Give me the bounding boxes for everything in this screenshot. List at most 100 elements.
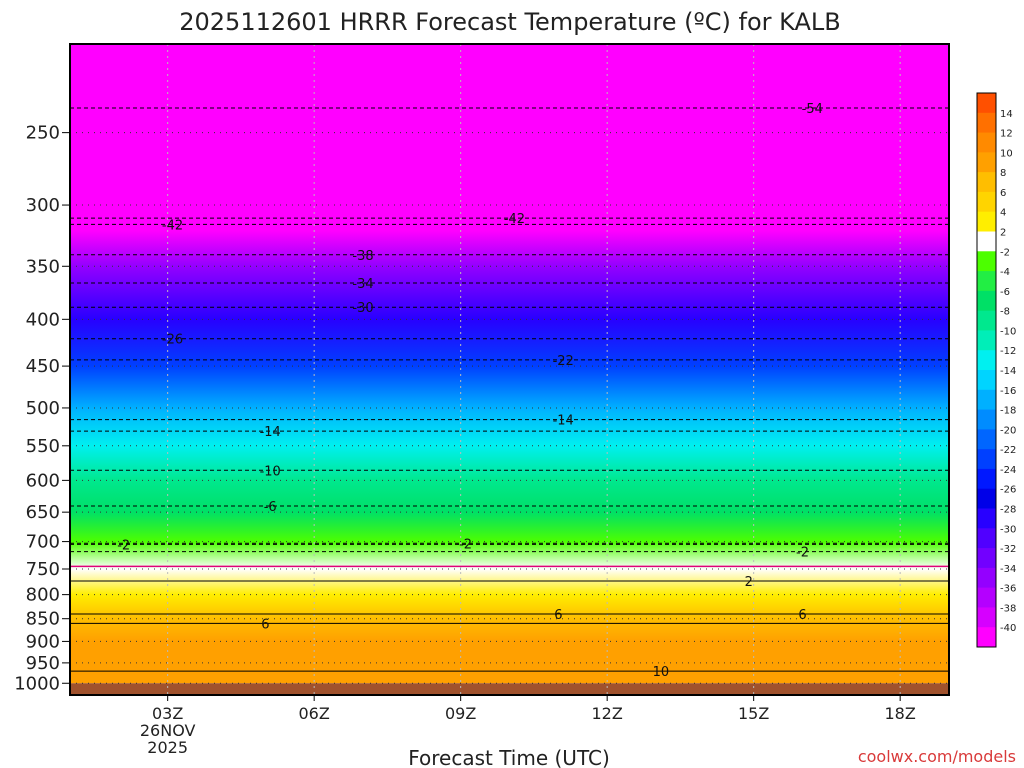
colorbar-label: -14 — [1000, 366, 1016, 377]
contour-lines: -54-42 -42-38-34-30-26-22-14-14-10-6-2 -2-… — [70, 102, 949, 680]
colorbar-segment — [977, 389, 996, 411]
contour-label: -14 — [553, 414, 574, 429]
contour-label: 6 — [261, 617, 269, 632]
contour-label: -38 — [352, 249, 373, 264]
contour-label: -30 — [352, 301, 373, 316]
colorbar-segment — [977, 112, 996, 134]
y-tick-label: 800 — [26, 585, 60, 606]
colorbar-label: 14 — [1000, 109, 1013, 120]
y-tick-label: 250 — [26, 123, 60, 144]
colorbar-label: -16 — [1000, 386, 1016, 397]
x-axis-label: Forecast Time (UTC) — [408, 746, 610, 768]
y-tick-label: 700 — [26, 532, 60, 553]
chart-title: 2025112601 HRRR Forecast Temperature (ºC… — [179, 8, 841, 36]
colorbar-segment — [977, 290, 996, 312]
colorbar-segment — [977, 211, 996, 232]
colorbar-label: -34 — [1000, 564, 1016, 575]
colorbar-segment — [977, 587, 996, 608]
colorbar-segment — [977, 528, 996, 549]
colorbar-segment — [977, 271, 996, 292]
contour-label: -10 — [260, 464, 281, 479]
colorbar-segment — [977, 409, 996, 430]
contour-label: -2 — [459, 537, 472, 552]
ground-surface — [70, 683, 949, 695]
colorbar-label: -40 — [1000, 623, 1016, 634]
colorbar-segment — [977, 191, 996, 213]
y-tick-label: 550 — [26, 436, 60, 457]
colorbar-label: -6 — [1000, 287, 1010, 298]
colorbar-segment — [977, 251, 996, 272]
colorbar-label: -30 — [1000, 524, 1016, 535]
colorbar-label: -10 — [1000, 326, 1016, 337]
contour-label: -26 — [162, 333, 183, 348]
colorbar-segment — [977, 330, 996, 351]
y-tick-label: 450 — [26, 356, 60, 377]
colorbar-segment — [977, 429, 996, 450]
credit-text: coolwx.com/models — [858, 747, 1016, 766]
colorbar-segment — [977, 627, 996, 648]
y-tick-label: 850 — [26, 609, 60, 630]
contour-label: -42 — [504, 212, 525, 227]
colorbar-segment — [977, 350, 996, 371]
y-tick-label: 400 — [26, 309, 60, 330]
contour-label: 6 — [554, 608, 562, 623]
colorbar: 14 12 10 8 6 4 2 -2 -4 -6 -8 -10 -12 -14 -16 -18 -20 -22 -… — [976, 92, 1016, 648]
contour-label: -14 — [260, 425, 281, 440]
colorbar-label: -18 — [1000, 406, 1016, 417]
colorbar-label: 2 — [1000, 228, 1006, 239]
x-tick-label: 12Z — [592, 704, 623, 723]
colorbar-label: 4 — [1000, 208, 1006, 219]
colorbar-label: -4 — [1000, 267, 1010, 278]
colorbar-label: -36 — [1000, 584, 1016, 595]
colorbar-segment — [977, 370, 996, 391]
colorbar-label: 12 — [1000, 129, 1013, 140]
colorbar-label: 10 — [1000, 148, 1013, 159]
colorbar-label: -22 — [1000, 445, 1016, 456]
y-tick-label: 750 — [26, 559, 60, 580]
x-tick-label: 03Z — [152, 704, 183, 723]
colorbar-label: -38 — [1000, 603, 1016, 614]
colorbar-label: -8 — [1000, 307, 1010, 318]
y-tick-label: 1000 — [14, 673, 60, 694]
colorbar-label: -12 — [1000, 346, 1016, 357]
contour-label: -2 — [117, 538, 130, 553]
colorbar-segment — [977, 172, 996, 193]
colorbar-label: 8 — [1000, 168, 1006, 179]
colorbar-segment — [977, 152, 996, 173]
colorbar-label: -2 — [1000, 247, 1010, 258]
contour-label: -42 — [162, 218, 183, 233]
x-gridlines — [167, 44, 901, 695]
plot-frame — [69, 43, 950, 696]
colorbar-label: 6 — [1000, 188, 1006, 199]
contour-label: -34 — [352, 277, 373, 292]
x-tick-label: 18Z — [885, 704, 916, 723]
x-tick-label: 09Z — [445, 704, 476, 723]
colorbar-segment — [977, 468, 996, 490]
contour-label: -22 — [553, 354, 574, 369]
colorbar-segment — [977, 567, 996, 589]
colorbar-segment — [977, 508, 996, 529]
colorbar-segment — [977, 449, 996, 470]
plot-area: -54-42 -42-38-34-30-26-22-14-14-10-6-2 -2-… — [69, 43, 950, 696]
y-tick-label: 500 — [26, 398, 60, 419]
x-tick-label: 26NOV — [140, 721, 196, 740]
contour-label: 2 — [745, 575, 753, 590]
contour-label: 10 — [653, 665, 670, 680]
y-tick-label: 350 — [26, 256, 60, 277]
colorbar-segment — [977, 607, 996, 628]
colorbar-label: -20 — [1000, 425, 1016, 436]
y-gridlines — [70, 132, 949, 684]
colorbar-label: -32 — [1000, 544, 1016, 555]
colorbar-segment — [977, 231, 996, 252]
colorbar-segment — [977, 132, 996, 153]
y-tick-label: 900 — [26, 631, 60, 652]
x-tick-label: 15Z — [738, 704, 769, 723]
contour-label: -6 — [264, 500, 277, 515]
colorbar-label: -28 — [1000, 505, 1016, 516]
y-axis-ticks: 2503003504004505005506006507007508008509… — [14, 123, 70, 694]
colorbar-segment — [977, 93, 996, 114]
colorbar-segment — [977, 310, 996, 331]
colorbar-label: -24 — [1000, 465, 1016, 476]
colorbar-segment — [977, 488, 996, 509]
